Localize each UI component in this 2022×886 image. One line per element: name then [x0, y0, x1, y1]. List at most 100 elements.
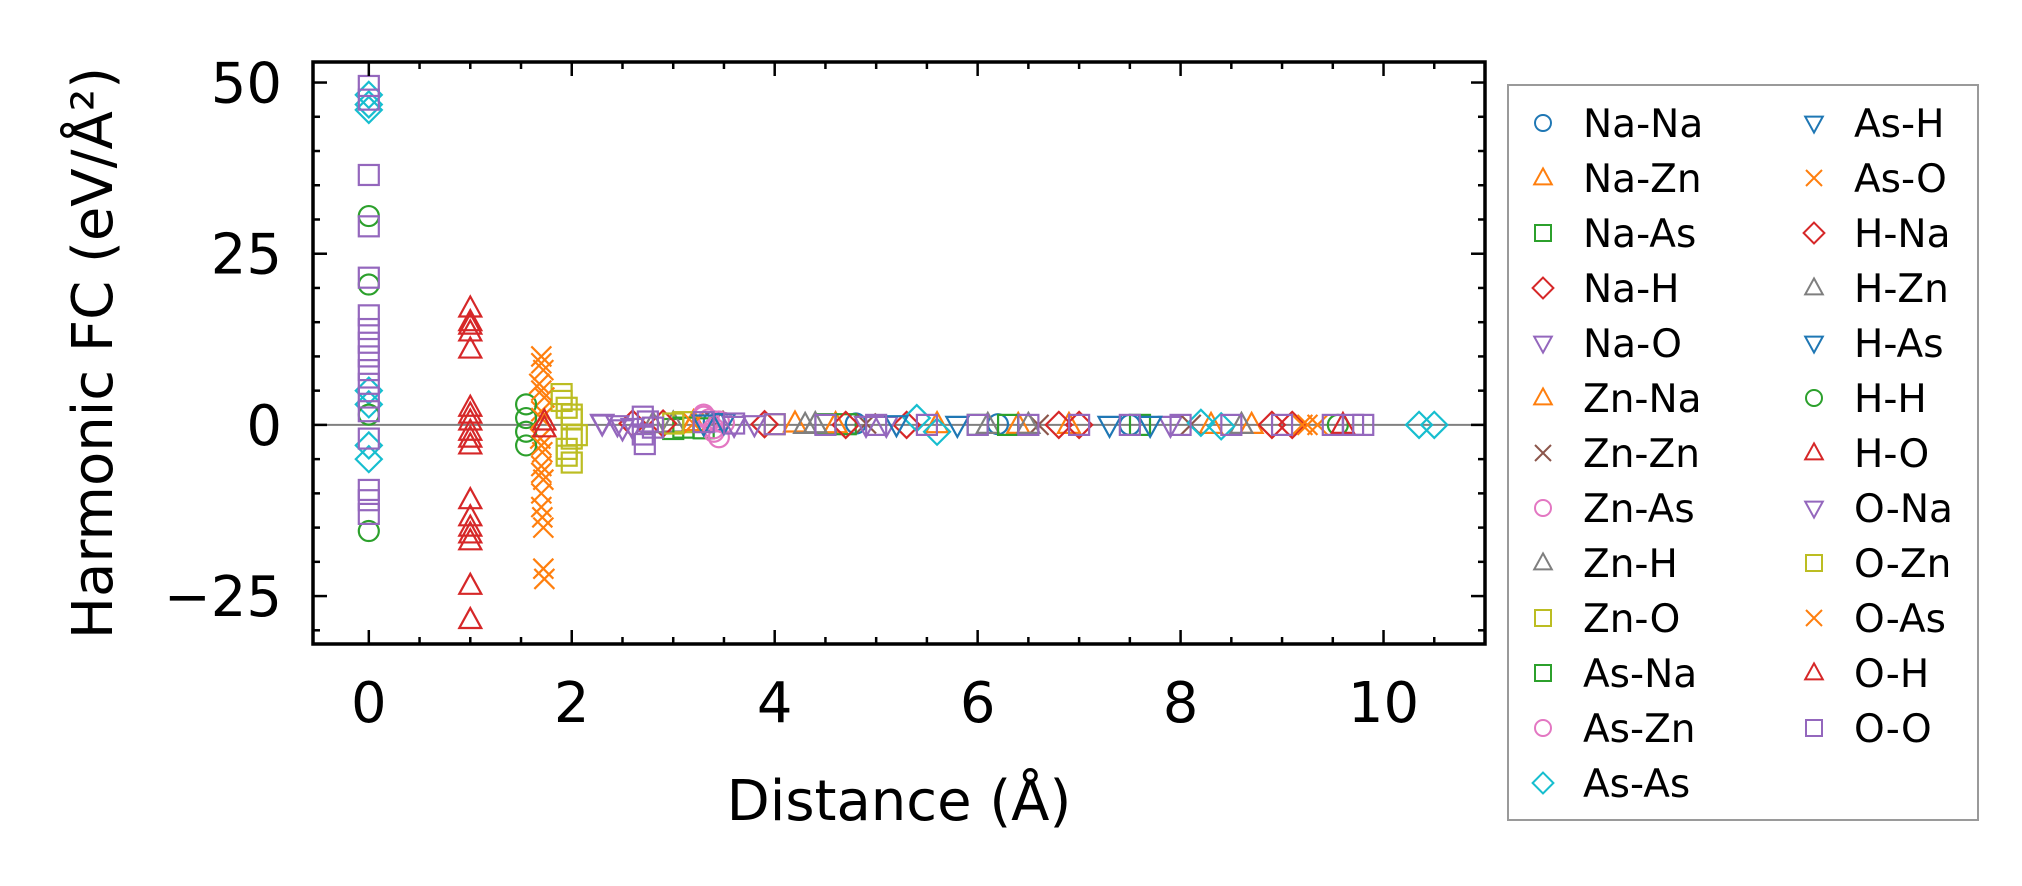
- y-tick-label: −25: [164, 565, 282, 630]
- point-as-h: [1096, 415, 1123, 440]
- legend-item-h-na: H-Na: [1802, 212, 1950, 257]
- legend-label: Na-Zn: [1583, 157, 1702, 202]
- legend-marker: [1534, 664, 1552, 682]
- legend-label: As-As: [1583, 762, 1690, 807]
- point-o-zn: [555, 444, 578, 467]
- point-as-h: [883, 415, 910, 439]
- x-tick-label: 10: [1348, 671, 1419, 736]
- legend-marker: [1805, 169, 1823, 187]
- point-o-o: [357, 427, 380, 450]
- legend-label: O-O: [1854, 707, 1932, 752]
- point-h-o: [457, 503, 484, 527]
- point-h-o: [457, 335, 484, 359]
- point-o-o: [633, 432, 656, 456]
- point-o-o: [357, 489, 380, 512]
- legend-label: H-Na: [1854, 212, 1950, 257]
- point-as-o: [532, 468, 555, 491]
- point-h-o: [457, 513, 484, 537]
- legend-item-na-na: Na-Na: [1534, 102, 1703, 147]
- legend-label: Zn-H: [1583, 542, 1678, 587]
- point-h-o: [457, 294, 484, 318]
- point-o-na: [721, 415, 747, 440]
- point-h-h: [514, 393, 538, 416]
- point-o-o: [1017, 413, 1040, 436]
- point-as-as: [354, 444, 384, 474]
- legend-item-as-h: As-H: [1803, 102, 1944, 147]
- legend-item-o-h: O-H: [1803, 652, 1929, 697]
- point-o-h: [457, 520, 484, 544]
- point-o-o: [723, 412, 746, 435]
- point-h-o: [457, 311, 484, 335]
- x-tick-label: 2: [554, 671, 590, 736]
- point-as-zn: [707, 410, 730, 433]
- legend-label: Zn-As: [1583, 487, 1695, 532]
- legend-marker: [1534, 719, 1552, 737]
- point-h-o: [457, 393, 484, 417]
- legend-item-h-zn: H-Zn: [1803, 267, 1949, 312]
- legend-label: Na-As: [1583, 212, 1696, 257]
- point-o-as: [530, 496, 553, 518]
- point-as-as: [1404, 410, 1434, 440]
- legend-label: As-H: [1854, 102, 1944, 147]
- point-o-as: [530, 434, 553, 457]
- point-as-o: [530, 345, 553, 368]
- point-h-as: [944, 415, 971, 440]
- legend-item-as-o: As-O: [1805, 157, 1947, 202]
- point-na-zn: [782, 409, 808, 433]
- point-as-as: [354, 430, 384, 460]
- point-as-as: [1186, 408, 1216, 438]
- point-o-o: [966, 413, 989, 436]
- legend-item-h-h: H-H: [1805, 377, 1927, 422]
- point-o-o: [357, 88, 380, 111]
- point-o-o: [357, 372, 380, 395]
- point-o-o: [357, 266, 380, 289]
- legend-marker: [1534, 444, 1552, 462]
- point-o-o: [641, 416, 665, 439]
- legend-marker: [1532, 386, 1554, 406]
- legend-item-zn-na: Zn-Na: [1532, 377, 1702, 422]
- legend-marker: [1802, 221, 1826, 245]
- legend-label: Zn-Zn: [1583, 432, 1700, 477]
- point-as-as: [1419, 410, 1449, 440]
- point-h-o: [457, 527, 484, 551]
- y-tick-label: 0: [246, 394, 282, 459]
- x-axis-label: Distance (Å): [727, 768, 1072, 834]
- x-tick-label: 0: [351, 671, 387, 736]
- point-h-o: [457, 605, 484, 630]
- series-h-h: [357, 204, 1349, 543]
- point-o-h: [531, 414, 558, 438]
- point-as-as: [354, 89, 384, 120]
- legend-marker: [1805, 389, 1823, 407]
- point-na-h: [1064, 410, 1094, 440]
- point-zn-o: [560, 408, 583, 431]
- point-o-o: [357, 386, 380, 409]
- point-h-na: [1044, 410, 1074, 440]
- series-o-h: [457, 307, 558, 544]
- y-tick-label: 25: [211, 223, 282, 288]
- x-tick-labels: 0 2 4 6 8 10: [351, 671, 1419, 736]
- point-as-as: [354, 389, 384, 419]
- point-as-as: [1206, 411, 1236, 441]
- legend-item-o-o: O-O: [1805, 707, 1932, 752]
- series-h-o: [457, 294, 1356, 630]
- point-na-h: [892, 410, 922, 440]
- point-o-o: [357, 502, 380, 526]
- legend-item-as-na: As-Na: [1534, 652, 1697, 697]
- point-h-h: [514, 406, 538, 430]
- legend-label: Na-Na: [1583, 102, 1703, 147]
- point-as-as: [354, 95, 384, 125]
- point-o-o: [915, 413, 939, 436]
- legend-label: H-H: [1854, 377, 1927, 422]
- legend-frame: [1507, 84, 1979, 821]
- y-tick-labels: −25 0 25 50: [164, 52, 282, 631]
- legend-item-zn-o: Zn-O: [1534, 597, 1680, 642]
- point-h-o: [457, 400, 484, 424]
- point-o-zn: [560, 427, 583, 450]
- point-h-na: [831, 410, 861, 440]
- point-o-o: [357, 359, 380, 382]
- legend-marker: [1534, 224, 1552, 242]
- point-o-h: [457, 307, 484, 332]
- x-tick-label: 4: [757, 671, 793, 736]
- legend-marker: [1531, 276, 1555, 300]
- legend-item-h-o: H-O: [1803, 432, 1929, 477]
